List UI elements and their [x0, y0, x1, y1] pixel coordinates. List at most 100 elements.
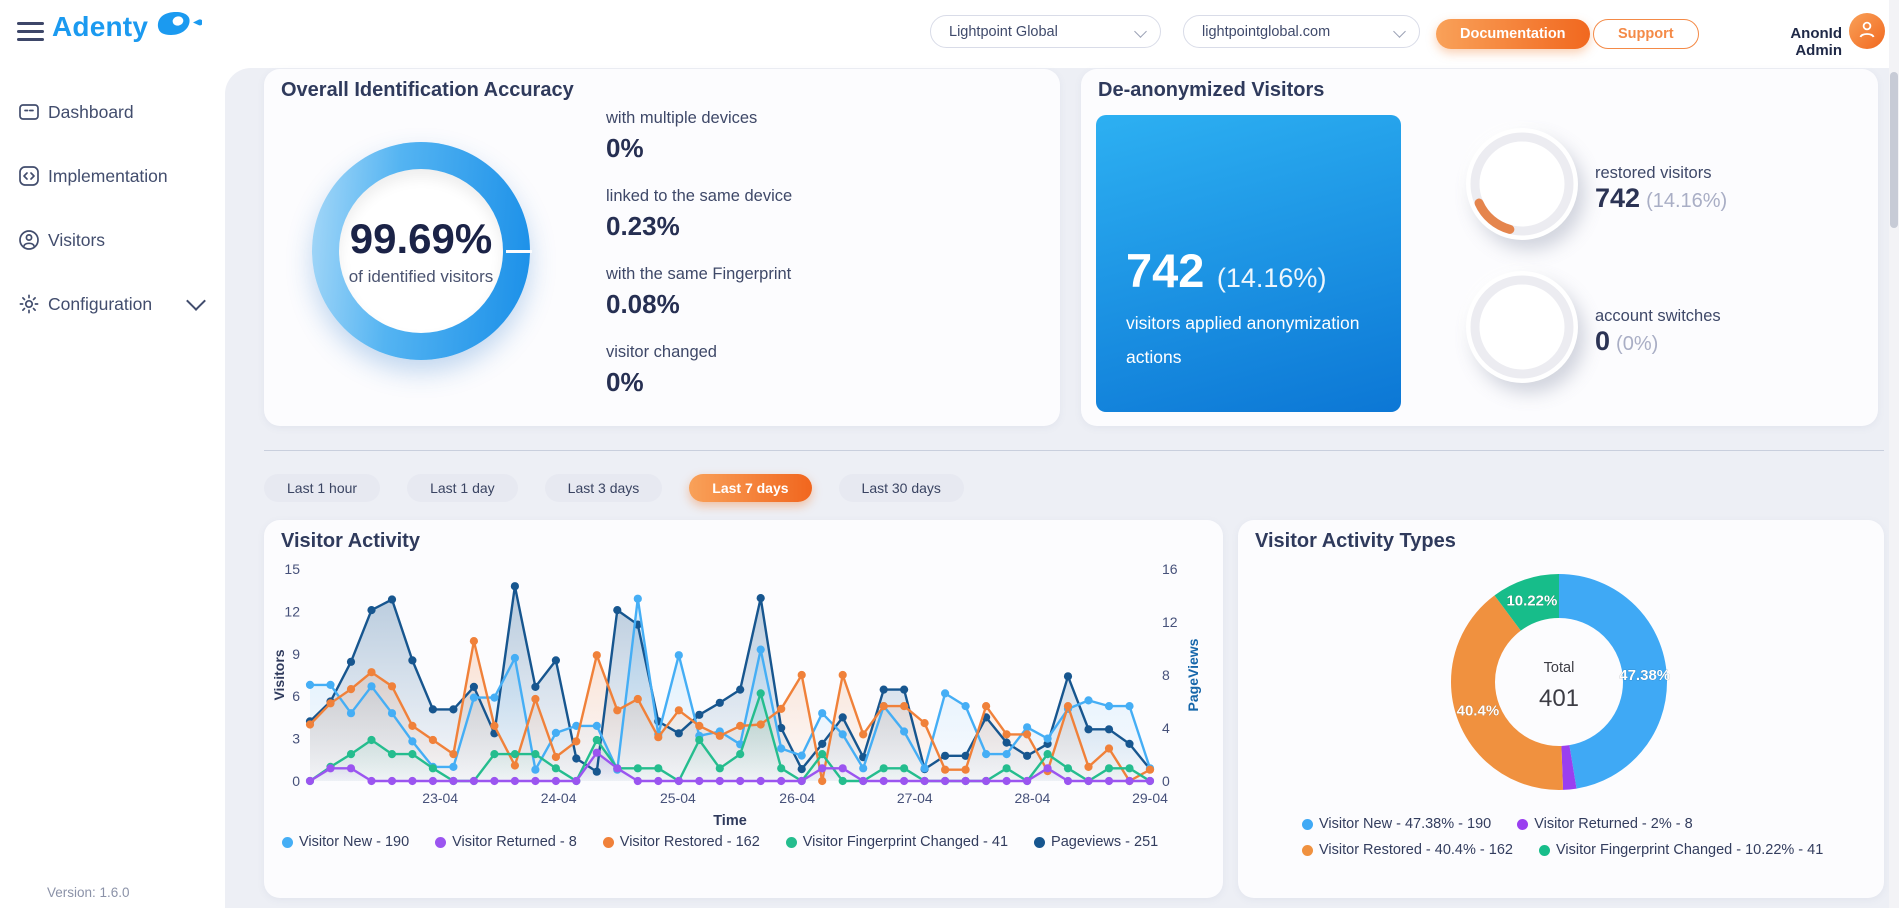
legend-item[interactable]: Visitor New - 190	[282, 834, 409, 850]
main-content: Overall Identification Accuracy 99.69% o…	[225, 68, 1899, 908]
gauge-value: 0	[1595, 326, 1611, 356]
svg-text:15: 15	[284, 561, 300, 577]
svg-text:6: 6	[292, 688, 300, 704]
legend-dot	[1302, 818, 1313, 830]
app-version: Version: 1.6.0	[47, 885, 130, 900]
svg-text:PageViews: PageViews	[1185, 638, 1201, 711]
filter-last-1-day[interactable]: Last 1 day	[407, 474, 518, 502]
svg-text:10.22%: 10.22%	[1506, 592, 1557, 609]
brand-logo: Adenty	[52, 10, 204, 43]
legend-label: Visitor Returned - 8	[452, 834, 577, 850]
svg-text:3: 3	[292, 731, 300, 747]
legend-label: Visitor New - 47.38% - 190	[1319, 816, 1492, 832]
svg-text:28-04: 28-04	[1014, 790, 1050, 806]
legend-item[interactable]: Visitor Returned - 2% - 8	[1517, 816, 1693, 832]
brand-name: Adenty	[52, 10, 149, 42]
donut-gap	[506, 250, 532, 253]
stat-label: with multiple devices	[606, 109, 758, 127]
legend-item[interactable]: Visitor Restored - 162	[602, 834, 760, 850]
organization-select[interactable]: Lightpoint Global	[930, 15, 1161, 48]
support-button[interactable]: Support	[1593, 19, 1699, 49]
legend-label: Pageviews - 251	[1051, 834, 1159, 850]
stat-label: linked to the same device	[606, 187, 793, 205]
domain-select[interactable]: lightpointglobal.com	[1183, 15, 1420, 48]
gauge-account-switches	[1466, 271, 1578, 383]
stat-value: 0%	[606, 367, 644, 397]
deanonymized-card: De-anonymized Visitors 742 (14.16%) visi…	[1081, 69, 1878, 426]
scrollbar-thumb[interactable]	[1890, 72, 1898, 228]
legend-label: Visitor Fingerprint Changed - 41	[802, 834, 1009, 850]
legend-item[interactable]: Visitor Restored - 40.4% - 162	[1302, 842, 1513, 858]
svg-text:26-04: 26-04	[779, 790, 815, 806]
svg-text:47.38%: 47.38%	[1619, 667, 1670, 684]
svg-text:23-04: 23-04	[422, 790, 458, 806]
legend-dot	[785, 836, 797, 848]
legend-item[interactable]: Visitor New - 47.38% - 190	[1302, 816, 1491, 832]
legend-item[interactable]: Visitor Fingerprint Changed - 41	[785, 834, 1009, 850]
svg-text:9: 9	[292, 646, 300, 662]
filter-last-7-days[interactable]: Last 7 days	[689, 474, 812, 502]
svg-text:8: 8	[1162, 667, 1170, 683]
stat-value: 0%	[606, 133, 644, 163]
deanonymized-highlight: 742 (14.16%) visitors applied anonymizat…	[1096, 115, 1401, 412]
code-icon	[17, 164, 41, 188]
gauge-text: restored visitors 742 (14.16%)	[1595, 164, 1885, 214]
accuracy-stat: visitor changed 0%	[606, 343, 986, 398]
accuracy-caption: of identified visitors	[348, 267, 494, 286]
accuracy-value: 99.69%	[349, 215, 493, 262]
sidebar-nav: Dashboard Implementation Visitors Configura…	[0, 80, 225, 336]
legend-label: Visitor Restored - 162	[619, 834, 760, 850]
legend-dot	[282, 836, 293, 848]
filter-last-3-days[interactable]: Last 3 days	[544, 474, 663, 502]
hamburger-menu-icon[interactable]	[17, 22, 44, 41]
organization-select-value: Lightpoint Global	[949, 23, 1058, 40]
svg-text:0: 0	[1162, 773, 1170, 789]
accuracy-stat: with the same Fingerprint 0.08%	[606, 265, 986, 320]
svg-text:12: 12	[1162, 614, 1178, 630]
documentation-button[interactable]: Documentation	[1436, 19, 1590, 49]
sidebar-item-visitors[interactable]: Visitors	[0, 208, 225, 272]
sidebar-item-label: Configuration	[48, 293, 153, 314]
sidebar-item-dashboard[interactable]: Dashboard	[0, 80, 225, 144]
visitor-activity-card: Visitor Activity 0 3 6 9 12 15 0 4 8 12 16 23-04 24-…	[264, 520, 1223, 898]
visitor-activity-legend: Visitor New - 190 Visitor Returned - 8 Vis…	[282, 834, 1202, 850]
filter-last-1-hour[interactable]: Last 1 hour	[264, 474, 381, 502]
legend-item[interactable]: Visitor Returned - 8	[435, 834, 577, 850]
stat-label: visitor changed	[606, 343, 717, 361]
gauge-percent: (14.16%)	[1646, 190, 1728, 212]
time-filter-group: Last 1 hour Last 1 day Last 3 days Last 7 d…	[264, 474, 964, 502]
person-icon	[1857, 19, 1877, 44]
sidebar-item-label: Dashboard	[48, 101, 134, 122]
svg-text:4: 4	[1162, 720, 1170, 736]
sidebar-item-label: Visitors	[48, 229, 106, 250]
visitor-activity-types-card: Visitor Activity Types 47.38% 40.4% 10.22%…	[1238, 520, 1884, 898]
svg-text:Visitors: Visitors	[272, 649, 287, 700]
gauge-label: account switches	[1595, 307, 1721, 325]
dashboard-icon	[17, 100, 41, 124]
accuracy-donut: 99.69% of identified visitors	[312, 142, 532, 360]
svg-text:0: 0	[292, 773, 300, 789]
svg-text:Time: Time	[713, 813, 747, 829]
legend-dot	[435, 836, 447, 848]
stat-label: with the same Fingerprint	[606, 265, 792, 283]
legend-dot	[1538, 844, 1550, 856]
svg-text:24-04: 24-04	[541, 790, 577, 806]
section-divider	[264, 450, 1884, 451]
chevron-down-icon	[1393, 25, 1406, 38]
svg-text:Total: Total	[1544, 660, 1575, 676]
deanonymized-percent: (14.16%)	[1216, 263, 1327, 293]
chevron-down-icon	[1134, 25, 1147, 38]
visitor-activity-types-donut: 47.38% 40.4% 10.22% Total 401	[1451, 574, 1670, 790]
gauge-text: account switches 0 (0%)	[1595, 307, 1885, 357]
sidebar-item-implementation[interactable]: Implementation	[0, 144, 225, 208]
accuracy-card-title: Overall Identification Accuracy	[281, 79, 574, 101]
user-avatar[interactable]	[1849, 13, 1885, 49]
legend-item[interactable]: Pageviews - 251	[1034, 834, 1158, 850]
page-scrollbar[interactable]	[1889, 0, 1899, 908]
sidebar-item-configuration[interactable]: Configuration	[0, 272, 225, 336]
filter-last-30-days[interactable]: Last 30 days	[838, 474, 964, 502]
legend-label: Visitor Returned - 2% - 8	[1534, 816, 1693, 832]
svg-text:29-04: 29-04	[1132, 790, 1168, 806]
accuracy-stat: linked to the same device 0.23%	[606, 187, 986, 242]
legend-item[interactable]: Visitor Fingerprint Changed - 10.22% - 4…	[1538, 842, 1823, 858]
